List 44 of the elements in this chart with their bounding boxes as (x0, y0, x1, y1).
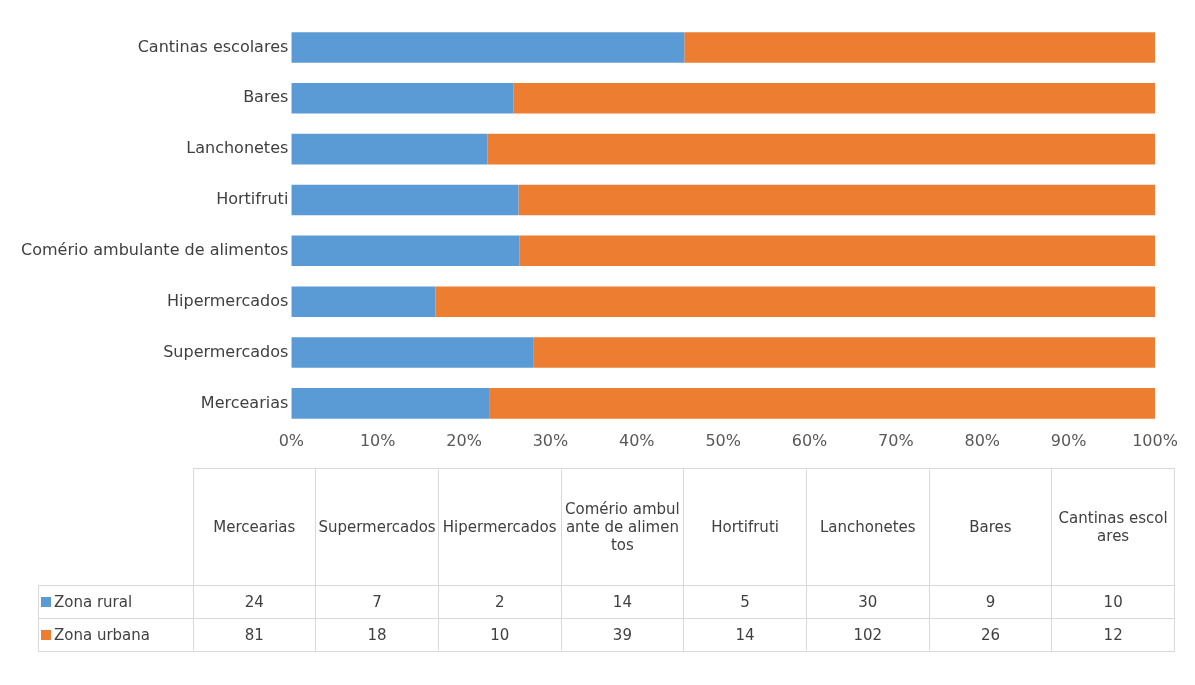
x-tick-label: 50% (705, 430, 741, 450)
data-label: 39 (561, 618, 684, 652)
data-label: 102 (806, 618, 930, 652)
data-label: 9 (929, 585, 1052, 619)
data-label: 24 (193, 585, 316, 619)
data-label: 5 (683, 585, 807, 619)
category-label: Bares (929, 468, 1052, 586)
x-tick-label: 30% (532, 430, 569, 450)
data-label: 10 (438, 618, 562, 652)
data-label: 81 (193, 618, 316, 652)
category-label: Comério ambulante de alimentos (561, 468, 684, 586)
x-tick-label: 100% (1132, 430, 1178, 450)
y-tick-label: Hipermercados (167, 290, 289, 310)
data-label: 12 (1051, 618, 1175, 652)
legend-label: Zona rural (38, 585, 193, 619)
x-tick-label: 60% (791, 430, 828, 450)
data-label: 14 (683, 618, 807, 652)
y-tick-label: Bares (243, 87, 289, 107)
y-tick-label: Lanchonetes (186, 138, 289, 158)
y-tick-label: Comério ambulante de alimentos (20, 239, 289, 259)
category-label: Lanchonetes (806, 468, 930, 586)
y-tick-label: Mercearias (200, 392, 289, 412)
data-label: 18 (315, 618, 439, 652)
y-tick-label: Hortifruti (216, 189, 289, 209)
x-tick-label: 40% (619, 430, 655, 450)
data-label: 7 (315, 585, 439, 619)
y-tick-label: Cantinas escolares (137, 36, 289, 56)
x-tick-label: 10% (359, 430, 396, 450)
category-label: Supermercados (315, 468, 439, 586)
category-label: Cantinas escolares (1051, 468, 1175, 586)
category-label: Hortifruti (683, 468, 807, 586)
data-label: 10 (1051, 585, 1175, 619)
y-tick-label: Supermercados (163, 341, 289, 361)
x-tick-label: 90% (1050, 430, 1087, 450)
category-label: Hipermercados (438, 468, 562, 586)
data-label: 30 (806, 585, 930, 619)
x-tick-label: 70% (878, 430, 914, 450)
data-label: 26 (929, 618, 1052, 652)
x-tick-label: 20% (446, 430, 482, 450)
x-tick-label: 80% (964, 430, 1001, 450)
data-label: 14 (561, 585, 684, 619)
data-label: 2 (438, 585, 562, 619)
legend-label: Zona urbana (38, 618, 193, 652)
x-tick-label: 0% (278, 430, 305, 450)
